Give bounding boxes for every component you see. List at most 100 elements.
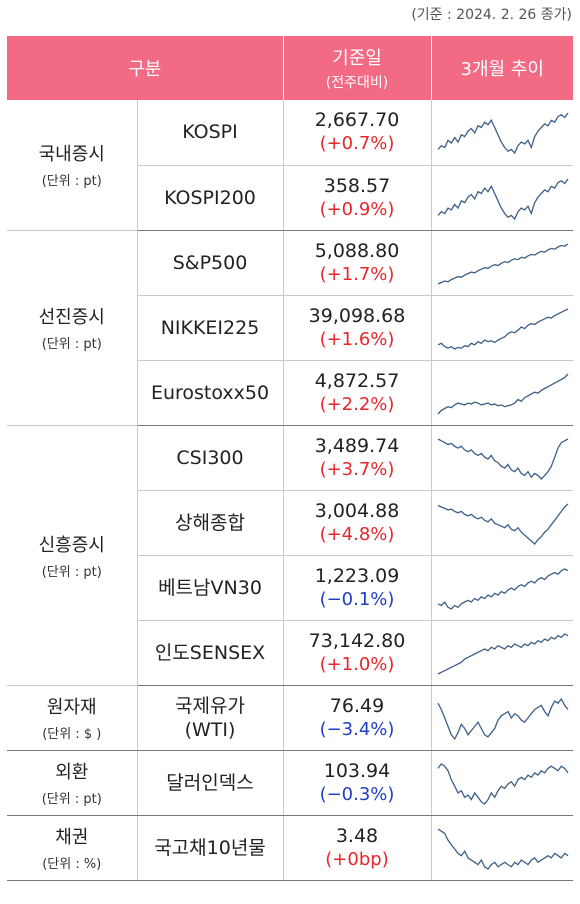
value-cell: 358.57 (+0.9%) bbox=[282, 165, 431, 231]
value-cell: 5,088.80 (+1.7%) bbox=[282, 230, 431, 296]
index-value: 3,004.88 bbox=[314, 499, 400, 522]
index-value: 76.49 bbox=[329, 694, 385, 717]
trend-sparkline bbox=[437, 112, 569, 155]
trend-line bbox=[437, 567, 568, 610]
category-unit: (단위 : pt) bbox=[41, 337, 102, 352]
index-value: 4,872.57 bbox=[314, 369, 400, 392]
trend-line bbox=[437, 307, 568, 350]
trend-cell bbox=[430, 685, 573, 751]
trend-line bbox=[437, 437, 568, 480]
index-name-cell: 국고채10년물 bbox=[136, 815, 283, 881]
category-unit: (단위 : pt) bbox=[41, 792, 102, 807]
trend-cell bbox=[430, 165, 573, 231]
index-name: 베트남VN30 bbox=[158, 576, 262, 599]
trend-cell bbox=[430, 100, 573, 166]
weekly-change: (+1.6%) bbox=[319, 328, 395, 350]
value-cell: 3,004.88 (+4.8%) bbox=[282, 490, 431, 556]
trend-cell bbox=[430, 230, 573, 296]
table-row: NIKKEI225 39,098.68 (+1.6%) bbox=[7, 295, 573, 361]
index-name-cell: 인도SENSEX bbox=[136, 620, 283, 686]
header-trend-label: 3개월 추이 bbox=[460, 59, 544, 80]
index-name-cell: S&P500 bbox=[136, 230, 283, 296]
table-row: 신흥증시 (단위 : pt) CSI300 3,489.74 (+3.7%) bbox=[7, 425, 573, 686]
table-row: 선진증시 (단위 : pt) S&P500 5,088.80 (+1.7%) bbox=[7, 230, 573, 426]
market-summary-table: 구분 기준일 (전주대비) 3개월 추이 국내증시 (단위 : pt) KOSPI 2… bbox=[7, 36, 573, 881]
trend-line bbox=[436, 697, 569, 740]
index-name: 상해종합 bbox=[175, 511, 245, 534]
trend-cell bbox=[430, 425, 573, 491]
trend-sparkline bbox=[437, 503, 568, 545]
category-name: 신흥증시 bbox=[38, 534, 105, 556]
index-name: CSI300 bbox=[176, 446, 244, 469]
index-name-cell: Eurostoxx50 bbox=[136, 360, 283, 426]
index-name: 달러인덱스 bbox=[166, 771, 254, 794]
weekly-change: (+3.7%) bbox=[319, 458, 395, 480]
trend-line bbox=[436, 762, 569, 805]
category-cell: 선진증시 (단위 : pt) bbox=[7, 230, 137, 426]
index-value: 1,223.09 bbox=[314, 564, 400, 587]
index-name-cell: 달러인덱스 bbox=[136, 750, 283, 816]
value-cell: 2,667.70 (+0.7%) bbox=[282, 100, 431, 166]
trend-cell bbox=[430, 750, 573, 816]
category-cell: 국내증시 (단위 : pt) bbox=[7, 100, 137, 231]
table-row: 베트남VN30 1,223.09 (−0.1%) bbox=[7, 555, 573, 621]
trend-sparkline bbox=[437, 307, 568, 350]
index-name: 국고채10년물 bbox=[154, 836, 266, 859]
category-cell: 신흥증시 (단위 : pt) bbox=[7, 425, 137, 686]
category-cell: 외환 (단위 : pt) bbox=[7, 750, 137, 816]
trend-sparkline bbox=[436, 697, 569, 740]
trend-line bbox=[437, 112, 569, 155]
index-value: 2,667.70 bbox=[314, 109, 400, 132]
trend-line bbox=[437, 827, 568, 870]
index-value: 103.94 bbox=[323, 759, 391, 782]
table-row: KOSPI200 358.57 (+0.9%) bbox=[7, 165, 573, 231]
index-name-cell: 베트남VN30 bbox=[136, 555, 283, 621]
index-name: 인도SENSEX bbox=[154, 641, 266, 664]
table-body: 국내증시 (단위 : pt) KOSPI 2,667.70 (+0.7%) KOSPI20… bbox=[7, 100, 573, 881]
index-value: 39,098.68 bbox=[308, 304, 406, 327]
category-name: 원자재 bbox=[46, 697, 97, 718]
index-name: S&P500 bbox=[172, 251, 248, 274]
category-cell: 원자재 (단위 : $ ) bbox=[7, 685, 137, 751]
value-cell: 3.48 (+0bp) bbox=[282, 815, 431, 881]
weekly-change: (+2.2%) bbox=[319, 393, 395, 415]
weekly-change: (+4.8%) bbox=[319, 523, 395, 545]
category-name: 외환 bbox=[55, 762, 89, 783]
index-value: 3.48 bbox=[335, 824, 379, 847]
index-value: 3,489.74 bbox=[314, 434, 400, 457]
category-name: 국내증시 bbox=[38, 144, 105, 166]
trend-sparkline bbox=[437, 178, 569, 220]
header-base-date: 기준일 (전주대비) bbox=[282, 36, 431, 100]
index-value: 5,088.80 bbox=[314, 239, 400, 262]
value-cell: 4,872.57 (+2.2%) bbox=[282, 360, 431, 426]
table-row: 채권 (단위 : %) 국고채10년물 3.48 (+0bp) bbox=[7, 815, 573, 881]
index-value: 73,142.80 bbox=[308, 629, 406, 652]
weekly-change: (+1.7%) bbox=[319, 263, 395, 285]
header-base-date-label: 기준일 bbox=[332, 48, 382, 69]
trend-cell bbox=[430, 295, 573, 361]
trend-sparkline bbox=[436, 762, 569, 805]
index-value: 358.57 bbox=[323, 174, 391, 197]
table-row: 원자재 (단위 : $ ) 국제유가 (WTI) 76.49 (−3.4%) bbox=[7, 685, 573, 751]
trend-cell bbox=[430, 490, 573, 556]
trend-line bbox=[437, 503, 568, 545]
index-name: KOSPI200 bbox=[164, 186, 256, 209]
trend-cell bbox=[430, 815, 573, 881]
category-name: 채권 bbox=[55, 827, 89, 848]
index-name: Eurostoxx50 bbox=[150, 381, 270, 404]
index-name: 국제유가 (WTI) bbox=[175, 694, 245, 741]
index-name: NIKKEI225 bbox=[160, 316, 260, 339]
category-name: 선진증시 bbox=[38, 307, 105, 328]
weekly-change: (+0bp) bbox=[325, 848, 389, 870]
table-row: 상해종합 3,004.88 (+4.8%) bbox=[7, 490, 573, 556]
header-row: 구분 기준일 (전주대비) 3개월 추이 bbox=[7, 36, 573, 100]
index-name-cell: 국제유가 (WTI) bbox=[136, 685, 283, 751]
value-cell: 3,489.74 (+3.7%) bbox=[282, 425, 431, 491]
index-name-cell: KOSPI200 bbox=[136, 165, 283, 231]
table-row: 인도SENSEX 73,142.80 (+1.0%) bbox=[7, 620, 573, 686]
category-cell: 채권 (단위 : %) bbox=[7, 815, 137, 881]
table-row: 외환 (단위 : pt) 달러인덱스 103.94 (−0.3%) bbox=[7, 750, 573, 816]
index-name: KOSPI bbox=[182, 121, 238, 144]
weekly-change: (+0.9%) bbox=[319, 198, 395, 220]
weekly-change: (−3.4%) bbox=[319, 718, 395, 740]
